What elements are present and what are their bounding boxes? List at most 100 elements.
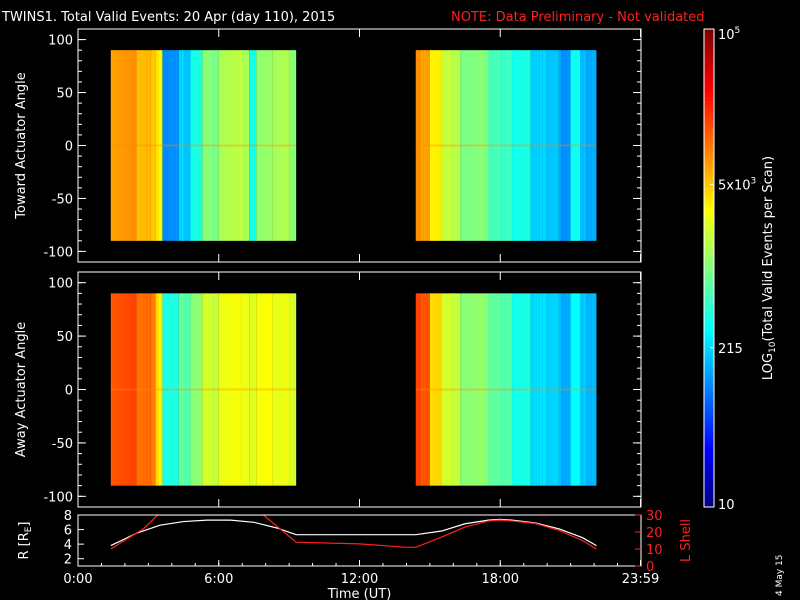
colorbar-segment [704, 319, 714, 325]
colorbar-segment [704, 363, 714, 369]
heatmap-stripe [537, 293, 539, 486]
colorbar-segment [704, 160, 714, 166]
y-left-tick-label: 6 [64, 524, 72, 539]
y-tick-label: 0 [65, 384, 73, 399]
colorbar-segment [704, 240, 714, 245]
heatmap-stripe [205, 50, 208, 241]
colorbar-segment [704, 331, 714, 337]
y-tick-label: 50 [56, 87, 73, 102]
heatmap-stripe [215, 293, 218, 486]
colorbar-segment [704, 447, 714, 452]
y-left-axis-label-sub: E [24, 526, 34, 532]
heatmap-stripe [427, 50, 429, 241]
heatmap-stripe [227, 293, 230, 486]
colorbar-segment [704, 52, 714, 58]
heatmap-stripe [215, 50, 218, 241]
heatmap-stripe [256, 50, 259, 241]
heatmap-stripe [125, 50, 127, 241]
heatmap-stripe [212, 50, 215, 241]
y-right-axis-label: L Shell [679, 519, 694, 562]
colorbar-segment [704, 283, 714, 289]
heatmap-stripe [421, 293, 424, 486]
heatmap-stripe [469, 50, 472, 241]
heatmap-stripe [576, 50, 579, 241]
colorbar-segment [704, 451, 714, 456]
heatmap-stripe [441, 293, 444, 486]
colorbar-segment [704, 487, 714, 492]
toward-angle-panel: 100 50 0 -50 -100 Toward Actuator Angle [14, 28, 642, 263]
colorbar-segment [704, 68, 714, 74]
heatmap-stripe [116, 50, 119, 241]
colorbar-segment [704, 108, 714, 114]
heatmap-stripe [552, 293, 555, 486]
heatmap-stripe [444, 293, 447, 486]
colorbar-segment [704, 347, 714, 353]
heatmap-stripe [488, 293, 491, 486]
heatmap-stripe [282, 50, 285, 241]
colorbar-segment [704, 136, 714, 142]
colorbar-segment [704, 459, 714, 464]
heatmap-stripe [570, 50, 573, 241]
heatmap-stripe [275, 50, 278, 241]
colorbar-frame [703, 28, 715, 508]
y-tick-label: 50 [56, 330, 73, 345]
colorbar-segment [704, 116, 714, 122]
heatmap-stripe [155, 50, 158, 241]
heatmap-stripe [142, 50, 145, 241]
heatmap-stripe [130, 50, 133, 241]
heatmap-stripe [500, 293, 503, 486]
heatmap-stripe [509, 293, 511, 486]
heatmap-stripe [218, 50, 221, 241]
heatmap-stripe [190, 293, 193, 486]
heatmap-stripe [549, 50, 552, 241]
colorbar-segment [704, 359, 714, 365]
heatmap-stripe [567, 50, 570, 241]
heatmap-stripe [152, 293, 155, 486]
heatmap-column [429, 293, 442, 486]
heatmap-stripe [116, 293, 119, 486]
heatmap-stripe [230, 293, 233, 486]
data-note: NOTE: Data Preliminary - Not validated [451, 10, 705, 25]
colorbar-segment [704, 379, 714, 385]
heatmap-stripe [427, 293, 429, 486]
heatmap-stripe [488, 50, 491, 241]
heatmap-stripe [524, 50, 527, 241]
colorbar-segment [704, 156, 714, 162]
heatmap-stripe [243, 50, 245, 241]
colorbar-label-suffix: (Total Valid Events per Scan) [761, 156, 776, 342]
x-tick-label: 23:59 [622, 572, 659, 587]
heatmap-stripe [279, 293, 282, 486]
colorbar-tick-base: 5x10 [718, 178, 751, 193]
heatmap-stripe [252, 50, 255, 241]
heatmap-stripe [479, 293, 482, 486]
heatmap-stripe [252, 293, 255, 486]
heatmap-stripe [450, 293, 453, 486]
heatmap-stripe [158, 293, 162, 486]
heatmap-stripe [561, 50, 564, 241]
heatmap-stripe [237, 50, 239, 241]
colorbar-segment [704, 495, 714, 500]
colorbar-segment [704, 435, 714, 440]
heatmap-stripe [233, 50, 236, 241]
heatmap-stripe [509, 50, 511, 241]
colorbar-segment [704, 303, 714, 309]
colorbar-segment [704, 387, 714, 393]
colorbar-segment [704, 196, 714, 201]
heatmap-stripe [454, 293, 456, 486]
heatmap-stripe [119, 50, 122, 241]
colorbar-segment [704, 152, 714, 158]
heatmap-stripe [266, 293, 269, 486]
colorbar-segment [704, 128, 714, 134]
colorbar-segment [704, 224, 714, 229]
colorbar-label: LOG10(Total Valid Events per Scan) [761, 156, 778, 380]
heatmap-stripe [113, 50, 116, 241]
colorbar-segment [704, 100, 714, 106]
heatmap-stripe [193, 293, 196, 486]
colorbar-segment [704, 112, 714, 118]
heatmap-stripe [482, 50, 485, 241]
heatmap-stripe [540, 50, 543, 241]
heatmap-stripe [533, 50, 536, 241]
heatmap-stripe [460, 293, 463, 486]
heatmap-stripe [246, 50, 249, 241]
